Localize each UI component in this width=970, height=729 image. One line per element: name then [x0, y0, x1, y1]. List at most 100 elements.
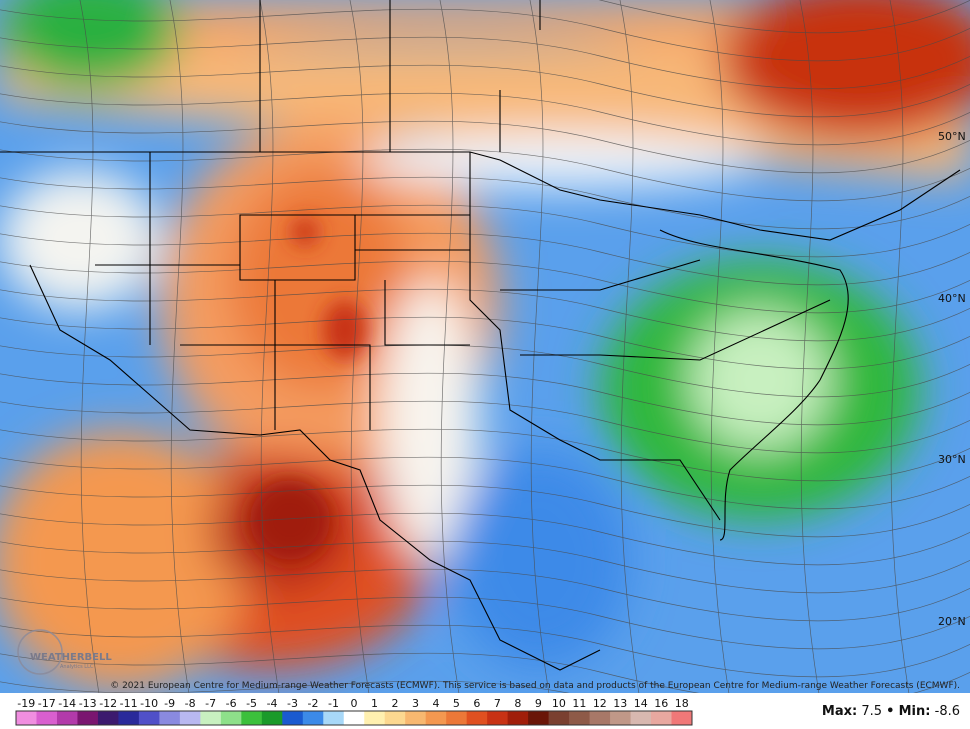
colorbar-label: 11 [572, 697, 586, 710]
streamline [0, 92, 970, 146]
copyright: © 2021 European Centre for Medium-range … [110, 681, 960, 691]
colorbar-label: 5 [453, 697, 460, 710]
colorbar-label: 1 [371, 697, 378, 710]
color-swatch [425, 711, 447, 725]
colorbar-label: 14 [634, 697, 648, 710]
colorbar-label: -12 [99, 697, 117, 710]
colorbar-label: -10 [140, 697, 158, 710]
colorbar-label: -8 [185, 697, 196, 710]
colorbar-label: 0 [351, 697, 358, 710]
streamline [0, 568, 970, 622]
streamline [0, 36, 970, 90]
streamline [619, 0, 640, 693]
streamline [0, 596, 970, 650]
streamline [0, 428, 970, 482]
colorbar-label: -1 [328, 697, 339, 710]
streamline [0, 64, 970, 118]
colorbar-label: -19 [17, 697, 35, 710]
streamline [169, 0, 190, 693]
colorbar-label: 18 [675, 697, 689, 710]
streamline [0, 624, 970, 678]
color-swatch [630, 711, 652, 725]
color-swatch [200, 711, 222, 725]
colorbar-label: -13 [79, 697, 97, 710]
separator: • [886, 704, 895, 719]
color-swatch [405, 711, 427, 725]
streamline [889, 0, 910, 693]
color-swatch [343, 711, 365, 725]
streamline [0, 120, 970, 174]
colorbar-label: 7 [494, 697, 501, 710]
streamline [0, 232, 970, 286]
borders [0, 0, 961, 671]
colorbar-label: -14 [58, 697, 76, 710]
streamline [0, 288, 970, 342]
color-swatch [528, 711, 550, 725]
colorbar-label: -2 [308, 697, 319, 710]
streamline [0, 316, 970, 370]
color-swatch [36, 711, 58, 725]
latitude-label: 20°N [938, 615, 966, 628]
colorbar-label: -11 [120, 697, 138, 710]
color-swatch [507, 711, 529, 725]
colorbar: -19 -17 -14 -13 -12 -11 -10 -9 -8 -7 -6 -5 -4 -3 -2 -1 0… [15, 697, 693, 726]
stats: Max: 7.5 • Min: -8.6 [822, 704, 960, 719]
max-value: 7.5 [861, 704, 883, 719]
latitude-label: 50°N [938, 130, 966, 143]
color-swatch [671, 711, 693, 725]
colorbar-label: 10 [552, 697, 566, 710]
colorbar-label: -3 [287, 697, 298, 710]
color-swatch [364, 711, 386, 725]
streamline [0, 344, 970, 398]
streamline [0, 652, 970, 693]
color-swatch [569, 711, 591, 725]
logo: WEATHERBELL [30, 652, 112, 663]
streamline [0, 484, 970, 538]
color-swatch [446, 711, 468, 725]
colorbar-label: 16 [654, 697, 668, 710]
streamline [439, 0, 460, 693]
color-swatch [97, 711, 119, 725]
streamline [0, 204, 970, 258]
colorbar-label: -9 [164, 697, 175, 710]
colorbar-label: 6 [473, 697, 480, 710]
colorbar-label: 8 [514, 697, 521, 710]
min-label: Min: [898, 704, 931, 719]
colorbar-label: 13 [613, 697, 627, 710]
streamline [709, 0, 730, 693]
color-swatch [589, 711, 611, 725]
color-swatch [179, 711, 201, 725]
colorbar-label: -17 [38, 697, 56, 710]
colorbar-label: 12 [593, 697, 607, 710]
streamline [349, 0, 370, 693]
streamline [0, 260, 970, 314]
color-swatch [261, 711, 283, 725]
logo-sub: Analytics LLC [60, 664, 94, 670]
color-swatch [384, 711, 406, 725]
color-swatch [220, 711, 242, 725]
color-swatch [548, 711, 570, 725]
streamline [0, 176, 970, 230]
latitude-label: 30°N [938, 453, 966, 466]
color-swatch [282, 711, 304, 725]
streamline [79, 0, 100, 693]
streamline [529, 0, 550, 693]
color-swatch [466, 711, 488, 725]
color-swatch [241, 711, 263, 725]
colorbar-label: 9 [535, 697, 542, 710]
streamline [259, 0, 280, 693]
min-value: -8.6 [934, 704, 960, 719]
streamline [598, 0, 970, 34]
streamline [0, 148, 970, 202]
streamline [0, 456, 970, 510]
streamline [0, 8, 970, 62]
color-swatch [487, 711, 509, 725]
color-swatch [16, 711, 37, 725]
colorbar-label: -6 [226, 697, 237, 710]
streamline [0, 372, 970, 426]
colorbar-label: 2 [391, 697, 398, 710]
colorbar-label: 3 [412, 697, 419, 710]
colorbar-label: -7 [205, 697, 216, 710]
